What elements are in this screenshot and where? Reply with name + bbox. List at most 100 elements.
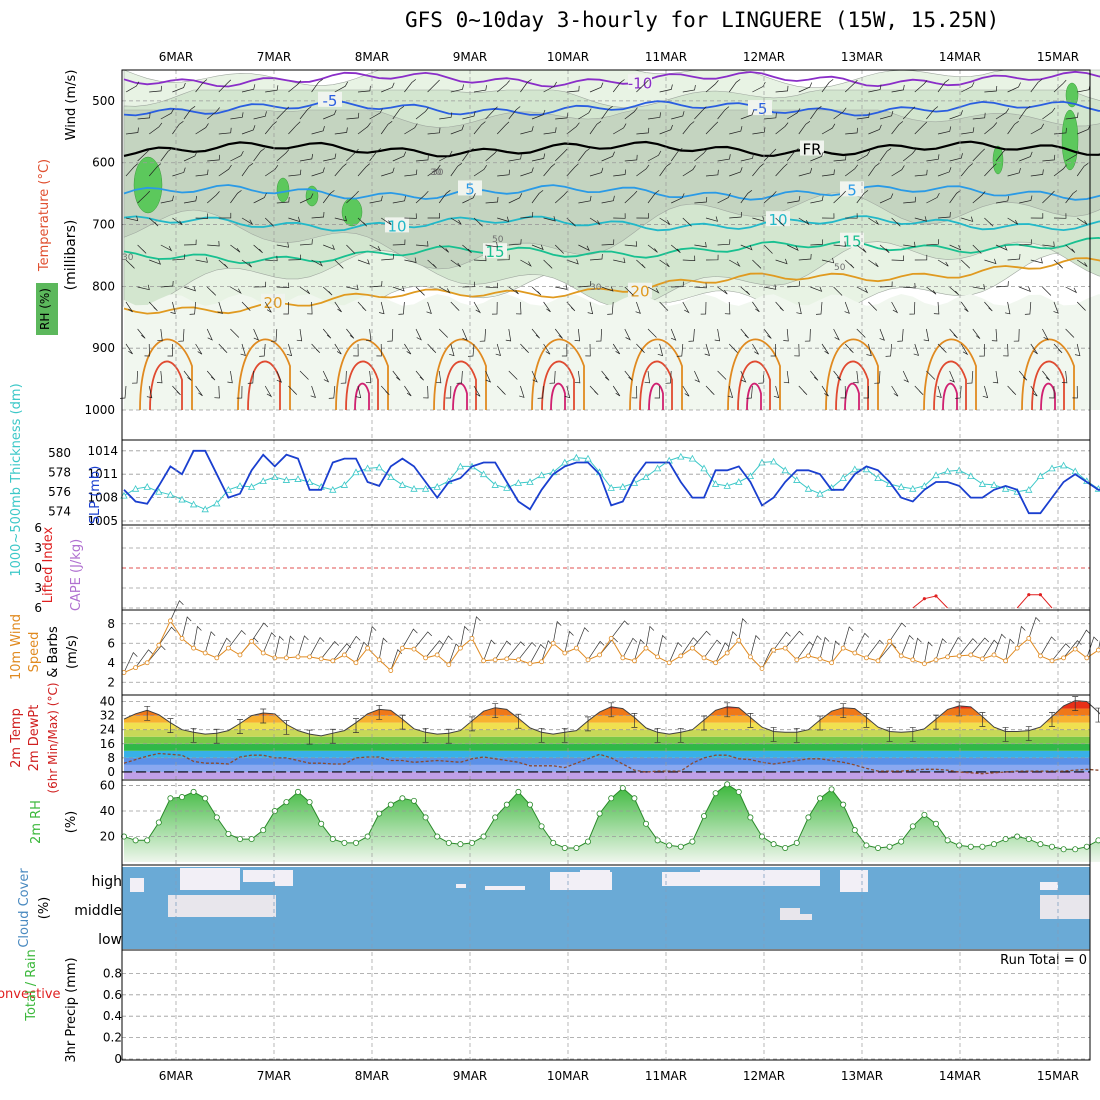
wind-barb [195, 343, 203, 355]
date-label-bottom: 12MAR [743, 1069, 785, 1083]
wind-barb [207, 240, 220, 247]
wind-speed-point [597, 652, 602, 658]
wind-barb [903, 282, 916, 289]
precip-tick-label: 0 [114, 1052, 122, 1066]
wind-barb [508, 286, 519, 295]
wind-barb [1042, 286, 1052, 296]
rh-point [167, 795, 174, 802]
wind-barb [288, 80, 302, 93]
wind-barb [520, 79, 532, 93]
wind-barb [670, 244, 681, 253]
isotherm-label: FR [802, 141, 821, 159]
wind-barb [995, 108, 1010, 120]
wind-barb-10m [599, 637, 618, 656]
wind-speed-point [318, 656, 324, 662]
thickness-line [123, 456, 1100, 510]
wind-barb [844, 343, 854, 354]
wind-barb [323, 109, 337, 120]
wind-barb [508, 370, 518, 380]
boundary-layer-contour [844, 382, 860, 411]
wind-barb [724, 301, 731, 315]
wind-barb-10m [228, 629, 246, 649]
thickness-point [711, 480, 720, 487]
wind-barb-10m [784, 630, 804, 649]
wind-barb [543, 127, 557, 135]
wind-barb [160, 108, 175, 120]
wind-speed-point [1038, 653, 1043, 659]
isotherm-label: 20 [630, 283, 649, 301]
rh-point [735, 788, 742, 795]
wind-barb-10m [831, 640, 840, 663]
wind-barb [1065, 286, 1078, 294]
wind-barb [157, 328, 163, 342]
rh-point [155, 819, 162, 826]
temperature-band [124, 743, 1090, 751]
wind-barb [148, 122, 163, 135]
thickness-point [642, 473, 650, 481]
wind-barb [543, 343, 551, 355]
wind-barb [346, 284, 359, 291]
wind-barb [288, 385, 298, 395]
wind-barb [635, 301, 641, 314]
rh-point [851, 827, 858, 834]
rh-point [515, 788, 522, 795]
minmax-bar [747, 713, 754, 728]
rh-point [329, 836, 336, 843]
rh-point [805, 814, 812, 821]
wind-barb [427, 213, 440, 219]
wind-barb [601, 286, 614, 292]
wind-barb [334, 127, 348, 135]
wind-barb [473, 165, 487, 177]
wind-barb [926, 370, 936, 380]
wind-barb [926, 106, 939, 120]
wind-barb-10m [320, 640, 339, 660]
wind-barb [564, 385, 571, 399]
minmax-bar [1072, 696, 1079, 711]
rh-point [643, 820, 650, 827]
wind-barb [365, 328, 372, 342]
rh-panel: 20 40 60 [100, 779, 1100, 862]
wind-speed-point [713, 660, 718, 666]
wind-barb [694, 149, 708, 162]
wind-speed-point [341, 652, 347, 658]
wind-speed-point [237, 652, 243, 658]
wind-barb [322, 370, 330, 383]
wind-barb [554, 148, 568, 162]
isotherm-line [123, 184, 1100, 201]
wind-barb-10m [286, 635, 295, 658]
wind-barb [311, 79, 323, 93]
wind-speed-point [852, 650, 858, 656]
thickness-point [758, 458, 766, 466]
wind-barb [1065, 190, 1078, 204]
wind-barb [554, 190, 568, 204]
wind-barb [380, 121, 393, 135]
wind-barb [183, 195, 198, 204]
temperature-band [124, 701, 1090, 709]
wind-barb [879, 281, 893, 288]
rh-point [202, 795, 209, 802]
lifted-tick-label: 6 [34, 521, 42, 535]
wind-barb-10m [819, 636, 830, 659]
date-label-bottom: 10MAR [547, 1069, 589, 1083]
wind-barb-10m [970, 637, 990, 656]
wind-barb [914, 216, 927, 222]
rh-point [1002, 836, 1009, 843]
thickness-point [909, 484, 917, 492]
wind-barb [1007, 168, 1021, 177]
rh-point [585, 838, 592, 845]
precip-tick-label: 0.4 [103, 1009, 122, 1023]
wind-barb [195, 385, 203, 397]
wind-barb [589, 217, 601, 225]
wind-speed-point [167, 618, 173, 624]
thickness-point [398, 481, 407, 488]
pressure-tick-label: 1000 [84, 403, 115, 417]
wind-barb [265, 85, 279, 93]
wind-barb [543, 81, 557, 93]
wind-barb [427, 164, 441, 177]
minmax-bar [793, 727, 800, 743]
wind-barb [868, 124, 882, 135]
cloud-cell-high [275, 872, 293, 886]
rh-point [121, 833, 128, 840]
